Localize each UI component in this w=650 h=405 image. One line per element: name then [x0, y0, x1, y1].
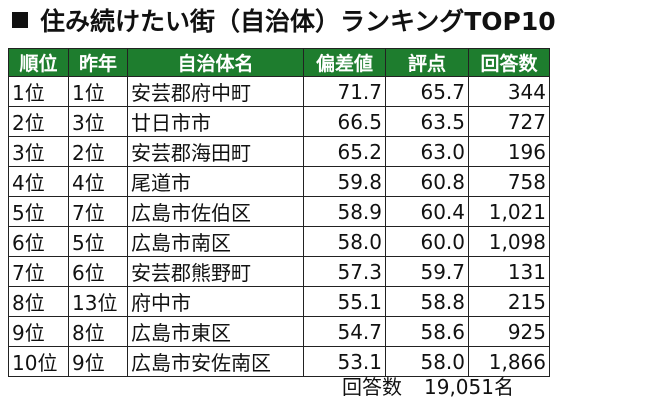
- header-rating: 評点: [385, 48, 469, 77]
- cell-rank: 3位: [8, 136, 69, 167]
- cell-rank: 9位: [8, 316, 69, 347]
- cell-deviation-score: 58.0: [303, 226, 386, 257]
- cell-rating: 60.4: [385, 196, 469, 227]
- table-row: 8位 13位 府中市 55.1 58.8 215: [8, 286, 550, 317]
- table-row: 5位 7位 広島市佐伯区 58.9 60.4 1,021: [8, 196, 550, 227]
- cell-rank: 7位: [8, 256, 69, 287]
- cell-responses: 196: [468, 136, 550, 167]
- cell-deviation-score: 58.9: [303, 196, 386, 227]
- table-row: 7位 6位 安芸郡熊野町 57.3 59.7 131: [8, 256, 550, 287]
- cell-deviation-score: 65.2: [303, 136, 386, 167]
- cell-responses: 1,098: [468, 226, 550, 257]
- cell-rank: 1位: [8, 76, 69, 107]
- cell-deviation-score: 59.8: [303, 166, 386, 197]
- cell-responses: 344: [468, 76, 550, 107]
- total-responses: 回答数 19,051名: [342, 371, 514, 400]
- cell-rank: 8位: [8, 286, 69, 317]
- cell-municipality: 尾道市: [127, 166, 304, 197]
- cell-previous-year: 13位: [68, 286, 128, 317]
- total-responses-label: 回答数: [342, 375, 402, 399]
- cell-previous-year: 4位: [68, 166, 128, 197]
- header-municipality: 自治体名: [127, 48, 304, 77]
- cell-previous-year: 9位: [68, 346, 128, 377]
- cell-deviation-score: 71.7: [303, 76, 386, 107]
- cell-rating: 63.0: [385, 136, 469, 167]
- cell-municipality: 廿日市市: [127, 106, 304, 137]
- cell-deviation-score: 57.3: [303, 256, 386, 287]
- cell-rank: 5位: [8, 196, 69, 227]
- ranking-table: 順位 昨年 自治体名 偏差値 評点 回答数 1位 1位 安芸郡府中町 71.7 65.7…: [8, 48, 550, 377]
- page-title-text: 住み続けたい街（自治体）ランキングTOP10: [40, 7, 556, 36]
- cell-municipality: 安芸郡府中町: [127, 76, 304, 107]
- table-header: 順位 昨年 自治体名 偏差値 評点 回答数: [8, 48, 550, 77]
- cell-rating: 60.8: [385, 166, 469, 197]
- cell-deviation-score: 66.5: [303, 106, 386, 137]
- header-responses: 回答数: [468, 48, 550, 77]
- cell-rating: 65.7: [385, 76, 469, 107]
- cell-rank: 10位: [8, 346, 69, 377]
- cell-responses: 1,866: [468, 346, 550, 377]
- header-previous-year: 昨年: [68, 48, 128, 77]
- cell-deviation-score: 54.7: [303, 316, 386, 347]
- square-bullet-icon: [12, 12, 28, 28]
- cell-responses: 1,021: [468, 196, 550, 227]
- cell-municipality: 広島市東区: [127, 316, 304, 347]
- cell-municipality: 広島市南区: [127, 226, 304, 257]
- cell-responses: 215: [468, 286, 550, 317]
- table-row: 3位 2位 安芸郡海田町 65.2 63.0 196: [8, 136, 550, 167]
- header-deviation-score: 偏差値: [303, 48, 386, 77]
- table-row: 6位 5位 広島市南区 58.0 60.0 1,098: [8, 226, 550, 257]
- cell-rank: 2位: [8, 106, 69, 137]
- cell-previous-year: 5位: [68, 226, 128, 257]
- cell-municipality: 広島市安佐南区: [127, 346, 304, 377]
- cell-municipality: 府中市: [127, 286, 304, 317]
- cell-previous-year: 1位: [68, 76, 128, 107]
- cell-rating: 58.8: [385, 286, 469, 317]
- table-row: 1位 1位 安芸郡府中町 71.7 65.7 344: [8, 76, 550, 107]
- cell-responses: 727: [468, 106, 550, 137]
- table-row: 9位 8位 広島市東区 54.7 58.6 925: [8, 316, 550, 347]
- cell-rating: 58.6: [385, 316, 469, 347]
- cell-previous-year: 7位: [68, 196, 128, 227]
- cell-responses: 758: [468, 166, 550, 197]
- cell-rank: 4位: [8, 166, 69, 197]
- cell-previous-year: 3位: [68, 106, 128, 137]
- table-row: 10位 9位 広島市安佐南区 53.1 58.0 1,866: [8, 346, 550, 377]
- cell-rating: 58.0: [385, 346, 469, 377]
- header-rank: 順位: [8, 48, 69, 77]
- cell-rating: 59.7: [385, 256, 469, 287]
- cell-deviation-score: 55.1: [303, 286, 386, 317]
- cell-responses: 131: [468, 256, 550, 287]
- cell-rating: 60.0: [385, 226, 469, 257]
- cell-previous-year: 8位: [68, 316, 128, 347]
- cell-municipality: 安芸郡海田町: [127, 136, 304, 167]
- table-row: 4位 4位 尾道市 59.8 60.8 758: [8, 166, 550, 197]
- page-title: 住み続けたい街（自治体）ランキングTOP10: [8, 2, 556, 38]
- cell-municipality: 広島市佐伯区: [127, 196, 304, 227]
- cell-rating: 63.5: [385, 106, 469, 137]
- table-row: 2位 3位 廿日市市 66.5 63.5 727: [8, 106, 550, 137]
- cell-rank: 6位: [8, 226, 69, 257]
- table-body: 1位 1位 安芸郡府中町 71.7 65.7 344 2位 3位 廿日市市 66.5 63.5 727…: [8, 76, 550, 377]
- cell-responses: 925: [468, 316, 550, 347]
- cell-previous-year: 6位: [68, 256, 128, 287]
- cell-municipality: 安芸郡熊野町: [127, 256, 304, 287]
- total-responses-value: 19,051名: [424, 375, 514, 399]
- header-row: 順位 昨年 自治体名 偏差値 評点 回答数: [8, 48, 550, 77]
- cell-previous-year: 2位: [68, 136, 128, 167]
- cell-deviation-score: 53.1: [303, 346, 386, 377]
